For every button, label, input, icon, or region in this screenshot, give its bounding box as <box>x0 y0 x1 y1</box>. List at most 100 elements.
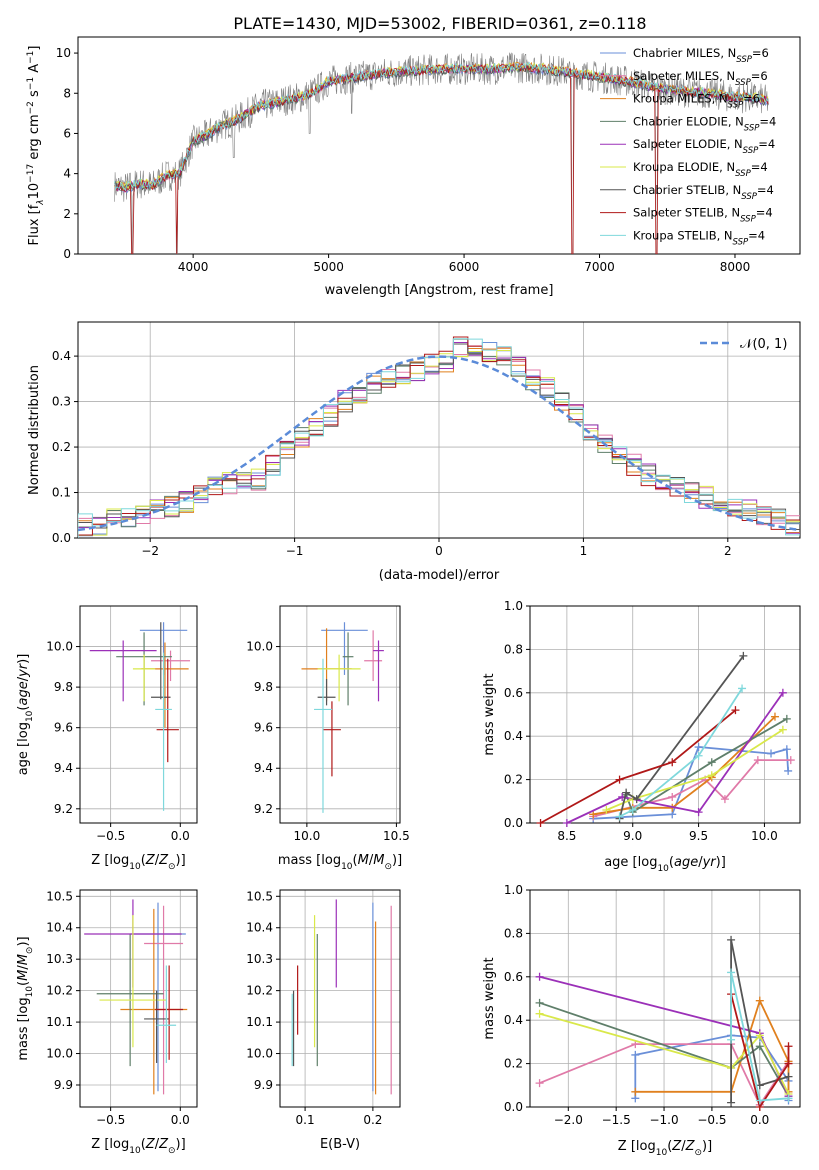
weight-marker <box>720 795 729 804</box>
x-tick-label: 0.2 <box>363 1113 382 1127</box>
weight-marker <box>786 756 795 765</box>
y-tick-label: 10.4 <box>46 921 73 935</box>
weight-line <box>730 972 789 1102</box>
weight-marker <box>707 758 716 767</box>
panel-residuals: −2 −1 0 1 2 0.0 0.1 0.2 0.3 0.4 𝒩(0, 1) (data-model… <box>27 321 801 583</box>
label-part: log <box>16 722 31 742</box>
legend-sub: SSP <box>743 146 759 156</box>
weight-line <box>540 709 737 824</box>
label-part: 10 <box>25 710 35 722</box>
label-part: mass [ <box>16 1017 31 1060</box>
weight-marker <box>770 712 779 721</box>
label-part: ( <box>353 853 358 868</box>
label-part: / <box>16 676 31 681</box>
x-axis-label: Z [log10(Z/Z⊙)] <box>91 853 185 872</box>
x-tick-label: 5000 <box>313 260 344 274</box>
axes-frame <box>529 889 801 1108</box>
legend-suffix: =4 <box>751 160 768 174</box>
label-part: s <box>27 90 42 101</box>
label-part: 10 <box>657 864 669 874</box>
label-part: ] <box>181 853 186 868</box>
legend-suffix: =4 <box>748 228 765 242</box>
axes-frame <box>79 889 198 1108</box>
spectrum-model-line <box>114 61 769 192</box>
y-tick-label: 0.6 <box>504 970 523 984</box>
weight-marker <box>631 1050 640 1059</box>
label-part: 10 <box>129 862 141 872</box>
x-tick-label: 2 <box>724 544 732 558</box>
y-tick-label: 0.2 <box>504 773 523 787</box>
label-part: / <box>155 1137 160 1152</box>
legend-text: Kroupa STELIB, N <box>633 228 733 242</box>
label-part: ( <box>669 855 674 870</box>
legend-suffix: =4 <box>758 137 775 151</box>
y-tick-label: 0.2 <box>52 440 71 454</box>
x-tick-label: −1.0 <box>649 1113 678 1127</box>
label-part: Z <box>158 853 169 868</box>
legend-sub: SSP <box>736 55 752 65</box>
weight-marker <box>628 805 637 814</box>
weight-marker <box>707 771 716 780</box>
weight-marker <box>755 1031 764 1040</box>
x-tick-label: −1 <box>286 544 304 558</box>
legend-label: 𝒩(0, 1) <box>740 337 787 352</box>
x-axis-label: E(B-V) <box>320 1137 360 1152</box>
y-tick-label: 10.0 <box>246 640 273 654</box>
legend-text: Kroupa MILES, N <box>633 92 728 106</box>
label-part: yr <box>16 662 31 678</box>
y-tick-label: 0.0 <box>52 531 71 545</box>
weight-marker <box>535 1079 544 1088</box>
x-tick-label: 9.0 <box>623 829 642 843</box>
y-tick-label: 9.9 <box>254 1078 273 1092</box>
x-tick-label: −0.5 <box>96 1113 125 1127</box>
label-part: ) <box>702 1139 707 1154</box>
x-tick-label: 8.5 <box>557 829 576 843</box>
weight-marker <box>755 996 764 1005</box>
figure-title: PLATE=1430, MJD=53002, FIBERID=0361, z=0… <box>233 14 646 33</box>
y-tick-label: 10.1 <box>246 1015 273 1029</box>
weight-marker <box>782 745 791 754</box>
y-tick-label: 10.2 <box>246 984 273 998</box>
panel-mass_weight_vs_Z: −2.0 −1.5 −1.0 −0.5 0.0 0.0 0.2 0.4 0.6 0.8 1.0 Z [… <box>482 883 801 1158</box>
y-axis-label: Flux [fλ10−17 erg cm−2 s−1 A−1] <box>26 46 46 246</box>
y-tick-label: 6 <box>63 126 71 140</box>
label-part: ( <box>141 1137 146 1152</box>
legend-text: Kroupa ELODIE, N <box>633 160 735 174</box>
legend-sub: SSP <box>728 101 744 111</box>
y-tick-label: 9.4 <box>254 761 273 775</box>
legend-label: Kroupa STELIB, NSSP=4 <box>633 228 765 247</box>
x-tick-label: 9.5 <box>689 829 708 843</box>
y-tick-label: 0.4 <box>504 1013 523 1027</box>
label-part: ⊙ <box>384 862 392 872</box>
weight-marker <box>632 795 641 804</box>
label-part: −1 <box>26 51 36 64</box>
weight-marker <box>602 805 611 814</box>
legend-label: Chabrier STELIB, NSSP=4 <box>633 183 774 202</box>
label-part: Z [ <box>91 1137 109 1152</box>
weight-marker <box>755 1042 764 1051</box>
weight-marker <box>753 756 762 765</box>
label-part: E(B-V) <box>320 1137 360 1152</box>
gaussian-curve <box>77 355 801 532</box>
label-part: M <box>358 853 369 868</box>
label-part: 10 <box>341 862 353 872</box>
x-axis-label: mass [log10(M/M⊙)] <box>278 853 402 872</box>
weight-marker <box>694 751 703 760</box>
x-tick-label: 0 <box>435 544 443 558</box>
x-tick-label: 10.0 <box>294 829 321 843</box>
weight-marker <box>727 968 736 977</box>
panel-spectrum: 4000 5000 6000 7000 8000 0 2 4 6 8 10 wavelength [A… <box>26 36 801 298</box>
legend-suffix: =6 <box>751 69 768 83</box>
x-tick-label: 1 <box>580 544 588 558</box>
y-tick-label: 8 <box>63 86 71 100</box>
legend-sub: SSP <box>740 215 756 225</box>
weight-marker <box>738 684 747 693</box>
label-part: Z <box>145 853 156 868</box>
weight-marker <box>589 810 598 819</box>
weight-marker <box>535 1009 544 1018</box>
weight-marker <box>731 706 740 715</box>
y-tick-label: 10.1 <box>46 1015 73 1029</box>
weight-marker <box>727 935 736 944</box>
label-part: / <box>698 855 703 870</box>
